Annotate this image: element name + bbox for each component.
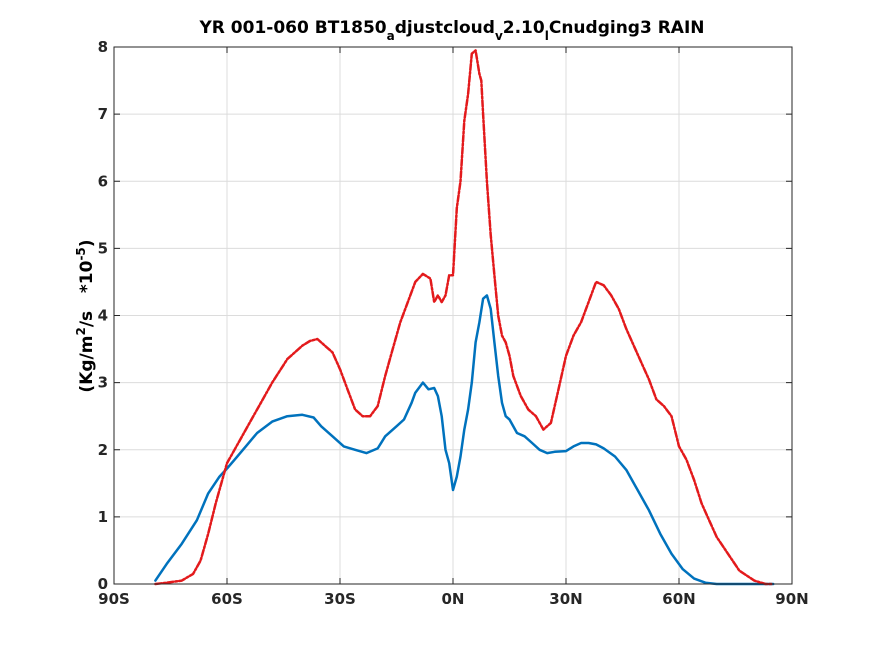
x-tick-label: 30S: [324, 590, 356, 608]
series-line-1: [154, 294, 775, 586]
ylabel-sup-2: -5: [74, 247, 88, 260]
title-part-mid-1: djustcloud: [395, 18, 495, 38]
title-part-base: YR 001-060 BT1850: [198, 18, 386, 38]
y-tick-label: 3: [98, 374, 108, 392]
title-part-end: Cnudging3 RAIN: [549, 18, 705, 38]
chart-title: YR 001-060 BT1850adjustcloudv2.10lCnudgi…: [198, 18, 704, 43]
title-sub-1: a: [387, 29, 395, 43]
x-tick-label: 60N: [662, 590, 695, 608]
y-tick-label: 7: [98, 105, 108, 123]
x-tick-label: 90N: [775, 590, 808, 608]
ylabel-mid: /s *10: [77, 260, 97, 327]
y-tick-label: 5: [98, 239, 108, 257]
x-tick-label: 30N: [549, 590, 582, 608]
y-tick-label: 2: [98, 441, 108, 459]
y-tick-label: 0: [98, 575, 108, 593]
title-sub-3: l: [545, 29, 549, 43]
title-sub-2: v: [495, 29, 503, 43]
y-tick-label: 1: [98, 508, 108, 526]
axes: [113, 46, 793, 585]
x-tick-label: 90S: [98, 590, 130, 608]
y-tick-label: 8: [98, 38, 108, 56]
series-layer: [154, 49, 775, 586]
y-tick-labels: 0 1 2 3 4 5 6 7 8: [98, 38, 108, 593]
x-tick-label: 0N: [442, 590, 465, 608]
y-tick-label: 6: [98, 172, 108, 190]
ylabel-post: ): [77, 239, 97, 247]
y-axis-label: (Kg/m2/s *10-5): [74, 239, 97, 392]
title-part-mid-2: 2.10: [503, 18, 545, 38]
ylabel-sup-1: 2: [74, 327, 88, 335]
y-tick-label: 4: [98, 307, 108, 325]
grid: [114, 47, 792, 584]
ylabel-pre: (Kg/m: [77, 336, 97, 393]
series-line-2: [154, 49, 775, 586]
x-tick-label: 60S: [211, 590, 243, 608]
x-tick-labels: 90S 60S 30S 0N 30N 60N 90N: [98, 590, 809, 608]
